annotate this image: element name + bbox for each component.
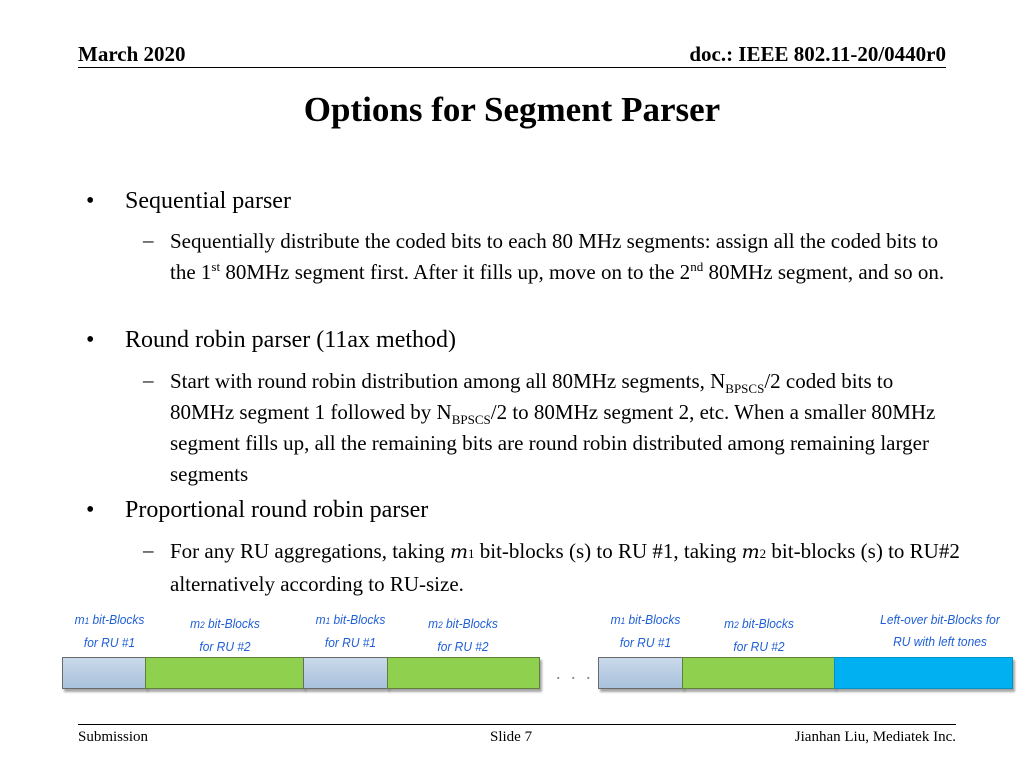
sub-proportional: For any RU aggregations, taking m1 bit-b… xyxy=(170,539,960,596)
block-ru2 xyxy=(682,657,835,689)
label-ru1-block: m1 bit-Blocks for RU #1 xyxy=(315,612,386,650)
block-ru2 xyxy=(387,657,540,689)
sub-dash: – xyxy=(143,368,154,392)
label-ru1-block: m1 bit-Blocks for RU #1 xyxy=(610,612,681,650)
ellipsis: . . . xyxy=(556,663,594,683)
block-ru1 xyxy=(598,657,683,689)
sub-dash: – xyxy=(143,228,154,252)
bullet-dot: • xyxy=(86,497,95,523)
sub-round-robin: Start with round robin distribution amon… xyxy=(170,369,936,486)
label-ru2-block: m2 bit-Blocks for RU #2 xyxy=(724,616,794,654)
footer-submission: Submission xyxy=(78,729,149,745)
bullet-sequential: Sequential parser xyxy=(125,188,291,214)
block-leftover xyxy=(834,657,1013,689)
block-ru2 xyxy=(145,657,304,689)
bullet-dot: • xyxy=(86,188,95,214)
bullet-round-robin: Round robin parser (11ax method) xyxy=(125,327,457,353)
label-leftover-block: Left-over bit-Blocks for RU with left ton… xyxy=(880,612,1000,649)
block-ru1 xyxy=(62,657,146,689)
footer-rule xyxy=(78,724,956,725)
block-ru1 xyxy=(303,657,388,689)
footer-slide-number: Slide 7 xyxy=(490,729,533,745)
header-rule xyxy=(78,67,946,68)
slide-title: Options for Segment Parser xyxy=(303,90,721,129)
sub-sequential: Sequentially distribute the coded bits t… xyxy=(170,229,945,284)
header-date: March 2020 xyxy=(78,42,186,66)
label-ru1-block: m1 bit-Blocks for RU #1 xyxy=(74,612,145,650)
label-ru2-block: m2 bit-Blocks for RU #2 xyxy=(190,616,260,654)
label-ru2-block: m2 bit-Blocks for RU #2 xyxy=(428,616,498,654)
bullet-proportional: Proportional round robin parser xyxy=(125,497,429,523)
footer-author: Jianhan Liu, Mediatek Inc. xyxy=(794,729,956,745)
header-doc-id: doc.: IEEE 802.11-20/0440r0 xyxy=(689,42,946,66)
sub-dash: – xyxy=(143,538,154,562)
bullet-dot: • xyxy=(86,327,95,353)
